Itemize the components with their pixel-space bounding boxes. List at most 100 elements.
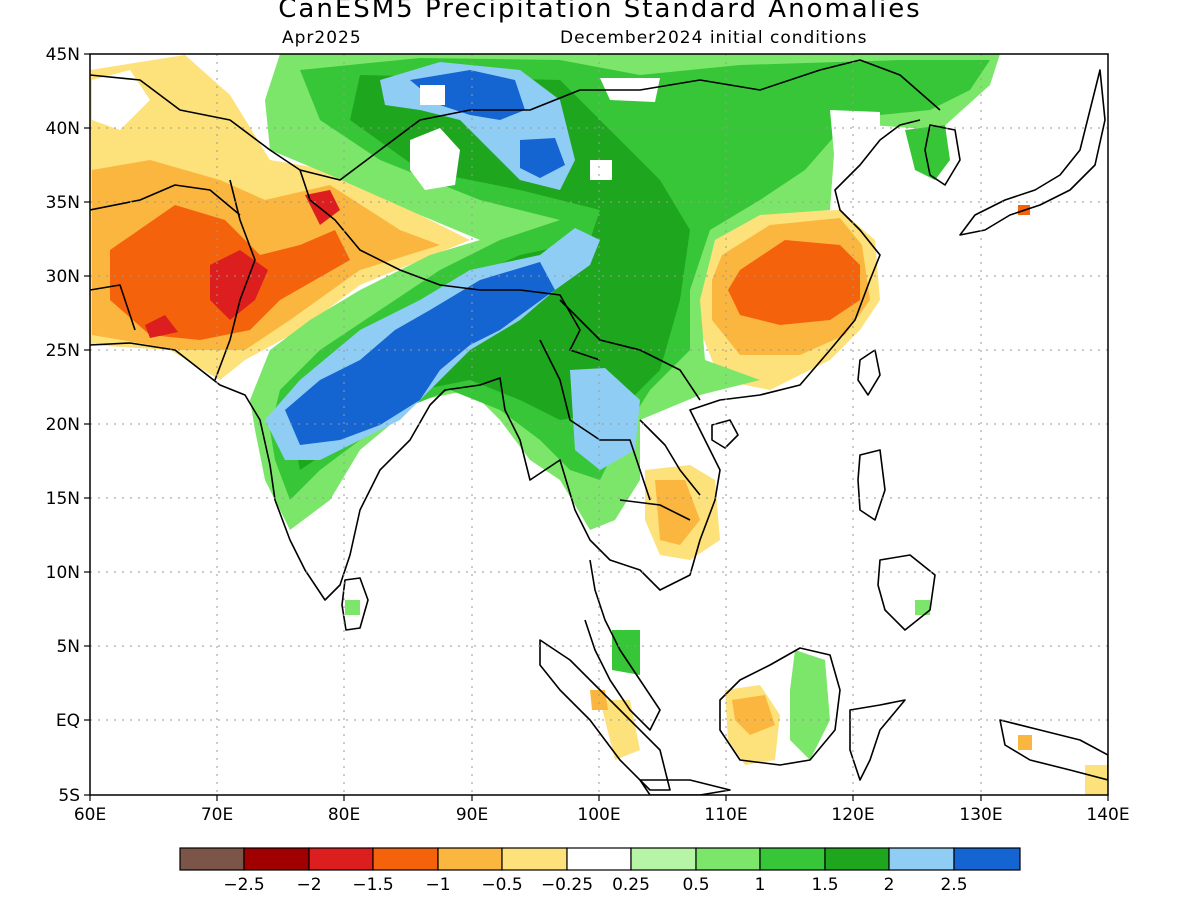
coastline-sumatra bbox=[539, 639, 671, 791]
colorbar-label: −2.5 bbox=[223, 875, 264, 895]
coastline-hainan bbox=[711, 419, 739, 449]
axis-ticks bbox=[84, 53, 1109, 801]
border-myanmar-laos bbox=[539, 339, 651, 501]
wet-region-bayofbengal-2 bbox=[285, 262, 555, 445]
colorbar-swatch bbox=[308, 847, 374, 871]
coastline-japan bbox=[959, 69, 1106, 236]
wet-patch-philippines bbox=[915, 600, 930, 615]
gridlines bbox=[90, 54, 1108, 795]
coastline-korea bbox=[924, 124, 961, 186]
chart-title: CanESM5 Precipitation Standard Anomalies bbox=[278, 0, 922, 24]
wet-patch-malaya bbox=[612, 630, 640, 675]
lat-label: 40N bbox=[46, 119, 80, 139]
colorbar-label: −0.5 bbox=[481, 875, 522, 895]
lon-label: 110E bbox=[704, 805, 747, 825]
lat-label: 10N bbox=[46, 563, 80, 583]
lat-label: 45N bbox=[46, 45, 80, 65]
coastline-newguinea bbox=[999, 719, 1108, 781]
lat-label: 25N bbox=[46, 341, 80, 361]
wet-region-indochina bbox=[570, 368, 640, 470]
colorbar-label: −1.5 bbox=[352, 875, 393, 895]
dry-patch-sumatra-2 bbox=[590, 690, 608, 710]
colorbar-label: −1 bbox=[425, 875, 450, 895]
colorbar-label: −2 bbox=[296, 875, 321, 895]
border-china-indochina bbox=[559, 299, 701, 401]
border-afghanistan bbox=[90, 184, 241, 216]
initial-conditions: December2024 initial conditions bbox=[560, 28, 868, 48]
colorbar-swatch bbox=[953, 847, 1021, 871]
coastline-borneo bbox=[719, 647, 841, 766]
border-vietnam-laos bbox=[639, 419, 701, 496]
lon-label: 70E bbox=[201, 805, 233, 825]
white-patch-3 bbox=[420, 85, 445, 105]
dry-patch-newguinea bbox=[1018, 735, 1032, 750]
colorbar-swatch bbox=[566, 847, 632, 871]
dry-patch-sumatra bbox=[600, 700, 640, 760]
lon-label: 60E bbox=[74, 805, 106, 825]
coastline-sulawesi bbox=[849, 699, 906, 781]
wet-region-mongolia-3 bbox=[520, 138, 565, 178]
wet-patch-borneo bbox=[790, 650, 830, 760]
dry-patch-indochina-2 bbox=[655, 480, 700, 545]
coastline-taiwan bbox=[857, 349, 881, 396]
lat-label: EQ bbox=[56, 711, 80, 731]
colorbar-swatch bbox=[243, 847, 310, 871]
coastline-malay-peninsula bbox=[584, 559, 661, 731]
dry-core-west-2 bbox=[145, 315, 178, 338]
lon-label: 140E bbox=[1086, 805, 1129, 825]
lat-label: 20N bbox=[46, 415, 80, 435]
dry-patch-corner bbox=[1085, 765, 1108, 795]
lat-label: 15N bbox=[46, 489, 80, 509]
colorbar-swatch bbox=[501, 847, 568, 871]
colorbar-label: 1 bbox=[755, 875, 766, 895]
colorbar-label: 2.5 bbox=[940, 875, 967, 895]
wet-patch-srilanka bbox=[345, 600, 360, 615]
colorbar bbox=[179, 847, 1021, 871]
lon-label: 100E bbox=[577, 805, 620, 825]
dry-region-china-3 bbox=[728, 240, 860, 325]
lat-label: 5S bbox=[58, 786, 80, 806]
border-cambodia bbox=[619, 499, 691, 521]
lon-label: 120E bbox=[831, 805, 874, 825]
wet-region-mongolia-2 bbox=[410, 70, 525, 120]
dry-core-west bbox=[210, 250, 268, 320]
wet-patch-korea bbox=[905, 125, 950, 180]
longitude-labels: 60E 70E 80E 90E 100E 110E 120E 130E 140E bbox=[74, 805, 1130, 825]
colorbar-swatch bbox=[888, 847, 955, 871]
colorbar-label: −0.25 bbox=[541, 875, 593, 895]
lat-label: 35N bbox=[46, 193, 80, 213]
colorbar-swatch bbox=[179, 847, 245, 871]
white-patch-5 bbox=[830, 110, 880, 165]
border-china-north bbox=[90, 59, 941, 181]
forecast-month: Apr2025 bbox=[282, 28, 362, 48]
lon-label: 80E bbox=[328, 805, 360, 825]
white-patch-6 bbox=[92, 70, 150, 130]
colorbar-swatch bbox=[824, 847, 890, 871]
lat-label: 30N bbox=[46, 267, 80, 287]
colorbar-label: 2 bbox=[884, 875, 895, 895]
colorbar-swatch bbox=[695, 847, 761, 871]
colorbar-swatch bbox=[437, 847, 503, 871]
coastline-philippines-luzon bbox=[857, 449, 886, 521]
white-patch-2 bbox=[590, 160, 612, 180]
colorbar-swatch bbox=[630, 847, 697, 871]
white-patch-1 bbox=[410, 128, 460, 190]
lon-label: 130E bbox=[959, 805, 1002, 825]
coastline-java bbox=[639, 779, 731, 795]
colorbar-label: 0.25 bbox=[612, 875, 650, 895]
colorbar-labels: −2.5 −2 −1.5 −1 −0.5 −0.25 0.25 0.5 1 1.… bbox=[223, 875, 967, 895]
dry-patch-borneo-2 bbox=[732, 695, 775, 735]
colorbar-label: 0.5 bbox=[682, 875, 709, 895]
coastline-indian-subcontinent bbox=[90, 119, 921, 601]
latitude-labels: 45N 40N 35N 30N 25N 20N 15N 10N 5N EQ 5S bbox=[46, 45, 80, 806]
colorbar-swatch bbox=[759, 847, 826, 871]
border-iran bbox=[90, 284, 136, 331]
lon-label: 90E bbox=[456, 805, 488, 825]
coastlines bbox=[90, 59, 1108, 795]
colorbar-swatch bbox=[372, 847, 439, 871]
coastline-philippines-south bbox=[877, 554, 936, 631]
anomaly-field bbox=[90, 54, 1108, 795]
border-himalaya bbox=[299, 169, 601, 361]
colorbar-label: 1.5 bbox=[811, 875, 838, 895]
